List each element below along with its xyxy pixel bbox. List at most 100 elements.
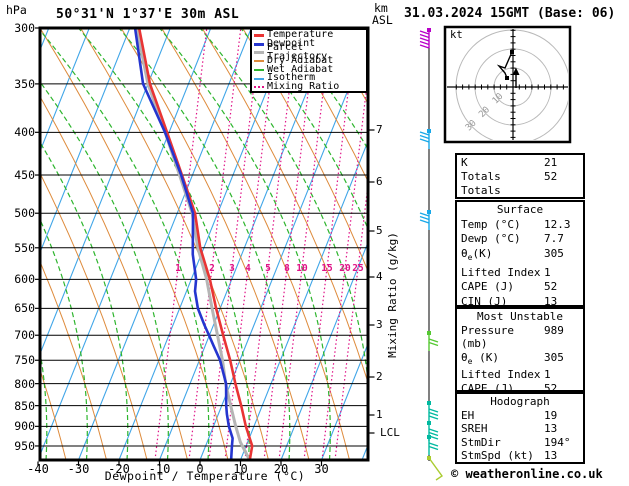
indices-row: K 21: [457, 156, 583, 170]
indices-value: 989: [544, 323, 564, 337]
legend-swatch-solid: [254, 42, 264, 46]
indices-row: CAPE (J) 52: [457, 280, 583, 295]
legend-swatch-thin: [254, 60, 264, 63]
indices-value: 12.3: [544, 217, 571, 231]
indices-label: CAPE (J): [461, 381, 514, 395]
indices-row: Lifted Index 1: [457, 266, 583, 281]
legend-label: Wet Adiabat: [267, 63, 334, 75]
asl-axis-label: ASL: [372, 13, 393, 27]
skewt-background: 1 2 3 4 5 8 10 15 20 25: [40, 28, 368, 460]
km-tick-label: 1: [376, 408, 383, 421]
svg-text:3: 3: [229, 263, 235, 274]
indices-label: θe(K): [461, 246, 493, 262]
indices-value: 1: [544, 368, 551, 382]
indices-row: StmDir 194°: [457, 436, 583, 450]
x-axis-title: Dewpoint / Temperature (°C): [104, 469, 306, 483]
pressure-tick-label: 950: [14, 438, 35, 453]
legend-swatch-thin: [254, 69, 264, 72]
legend-swatch-dotted: [254, 86, 264, 89]
indices-section: Hodograph EH 19 SREH 13 StmDir 194° StmSpd (kt)…: [455, 392, 585, 464]
hodograph-trace: [496, 51, 513, 79]
temp-tick-label: 0: [196, 462, 204, 476]
indices-row: θe(K) 305: [457, 247, 583, 266]
indices-value: 305: [544, 246, 564, 260]
indices-value: 305: [544, 350, 564, 364]
dry-adiabat-lines: [40, 28, 368, 460]
indices-section: Surface Temp (°C) 12.3 Dewp (°C) 7.7 θe(K) 305…: [455, 200, 585, 308]
pressure-unit-label: hPa: [6, 3, 27, 17]
indices-row: EH 19: [457, 409, 583, 423]
legend: Temperature Dewpoint Parcel Trajectory Dry …: [250, 28, 368, 93]
pressure-tick-label: 700: [14, 328, 35, 343]
legend-item: Parcel Trajectory: [254, 42, 366, 61]
wind-barb: [427, 456, 443, 481]
svg-text:5: 5: [265, 263, 271, 274]
temp-tick-label: -30: [67, 462, 90, 476]
temp-tick-label: 30: [314, 462, 329, 476]
wind-barb: [427, 401, 439, 421]
indices-value: 13: [544, 422, 558, 436]
mixing-ratio-labels: 1 2 3 4 5 8 10 15 20 25: [175, 263, 364, 274]
indices-row: Dewp (°C) 7.7: [457, 232, 583, 247]
wind-barb: [419, 129, 431, 149]
pressure-tick-label: 900: [14, 419, 35, 434]
indices-label: Dewp (°C): [461, 232, 521, 246]
indices-label: Lifted Index: [461, 265, 541, 279]
axis-ticks: [35, 27, 375, 466]
indices-value: 21: [544, 156, 558, 169]
indices-label: Temp (°C): [461, 217, 521, 231]
legend-swatch-thin: [254, 77, 264, 80]
indices-label: SREH: [461, 422, 488, 436]
pressure-tick-label: 300: [14, 21, 35, 35]
indices-row: SREH 13: [457, 422, 583, 436]
legend-label: Dewpoint: [267, 37, 316, 49]
indices-label: CAPE (J): [461, 280, 514, 294]
isobar-lines: [40, 83, 368, 447]
indices-row: Totals Totals 52: [457, 170, 583, 198]
svg-text:8: 8: [284, 263, 290, 274]
wind-barb: [427, 435, 439, 455]
indices-label: K: [461, 156, 468, 169]
indices-section-title: Surface: [496, 203, 544, 216]
isotherm-lines: [40, 28, 368, 460]
indices-section-title: Hodograph: [490, 395, 550, 408]
km-axis-label: km: [374, 1, 388, 15]
wind-barb: [427, 331, 439, 351]
legend-item: Isotherm: [254, 73, 366, 83]
indices-row: CAPE (J) 52: [457, 382, 583, 396]
wind-barb: [419, 28, 431, 49]
indices-row: Pressure (mb) 989: [457, 324, 583, 351]
wind-barb: [419, 210, 431, 230]
svg-text:4: 4: [245, 263, 251, 274]
svg-text:1: 1: [175, 263, 181, 274]
indices-value: 19: [544, 408, 558, 422]
indices-section-title: Most Unstable: [476, 310, 564, 323]
km-tick-label: 5: [376, 224, 383, 237]
legend-label: Dry Adiabat: [267, 55, 334, 67]
pressure-tick-label: 600: [14, 272, 35, 287]
indices-label: Totals Totals: [461, 170, 501, 197]
valid-datetime: 31.03.2024 15GMT (Base: 06): [404, 6, 616, 21]
indices-value: 7.7: [544, 232, 564, 246]
pressure-tick-label: 850: [14, 398, 35, 413]
temperature-curve: [137, 28, 254, 460]
indices-label: CIN (J): [461, 294, 508, 308]
indices-value: 1: [544, 265, 551, 279]
svg-text:20: 20: [339, 263, 351, 274]
km-tick-label: 3: [376, 318, 383, 331]
mixing-ratio-lines: [154, 28, 368, 460]
indices-value: 194°: [544, 435, 571, 449]
legend-label: Mixing Ratio: [267, 81, 340, 93]
indices-row: Lifted Index 1: [457, 368, 583, 382]
indices-label: θe (K): [461, 350, 499, 366]
lcl-label: LCL: [380, 426, 400, 439]
indices-row: Temp (°C) 12.3: [457, 218, 583, 233]
pressure-tick-label: 400: [14, 125, 35, 140]
indices-label: Pressure (mb): [461, 323, 514, 351]
indices-value: 52: [544, 170, 558, 183]
pressure-tick-label: 750: [14, 353, 35, 368]
indices-section: Most Unstable Pressure (mb) 989 θe (K) 305 Li…: [455, 307, 585, 408]
